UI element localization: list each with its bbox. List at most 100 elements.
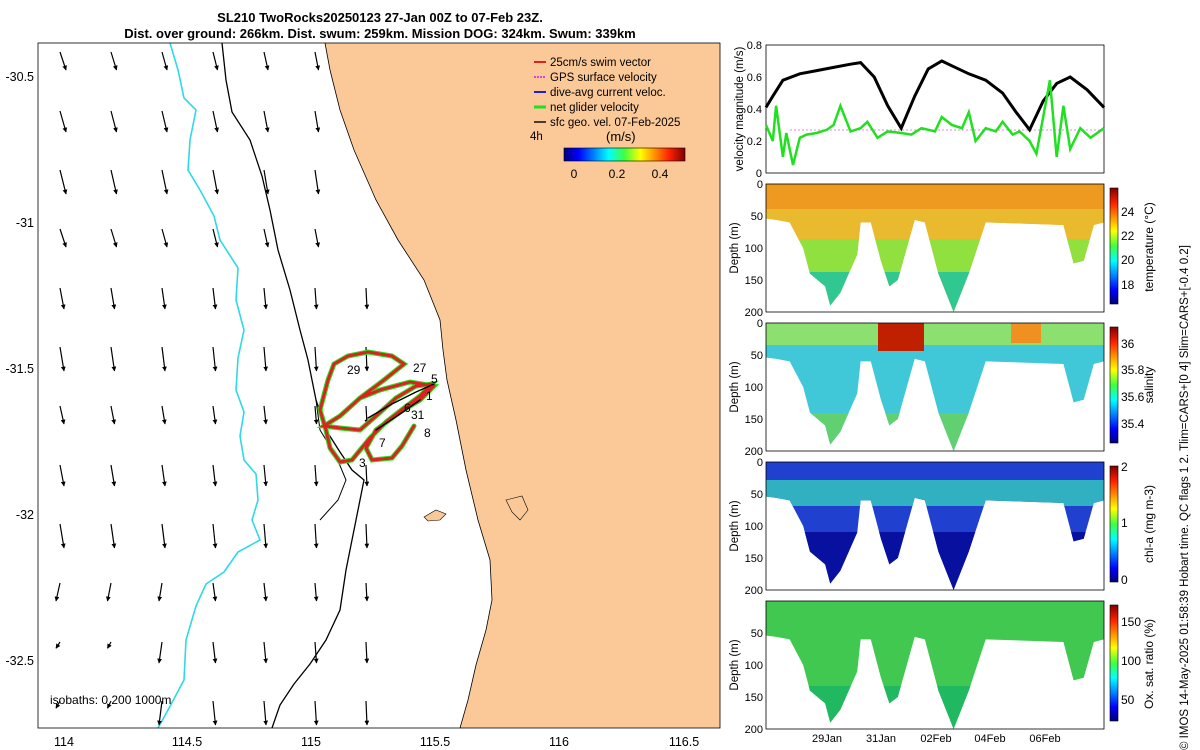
colorbar-labels: temperature (°C) salinity chl-a (mg m-3)…: [1142, 202, 1156, 709]
map-legend: 25cm/s swim vector GPS surface velocity …: [530, 57, 686, 181]
time-tick-31jan: 31Jan: [866, 733, 896, 745]
velocity-vector-arrow: [59, 523, 66, 549]
legend-label-dive: dive-avg current veloc.: [550, 87, 666, 99]
velocity-vector-arrow: [263, 582, 268, 602]
velocity-vector-arrow: [212, 51, 219, 71]
x-tick-114-5: 114.5: [172, 735, 202, 749]
track-label-5: 5: [431, 372, 438, 386]
chla-deep: [766, 532, 1104, 590]
velocity-vector-arrow: [110, 110, 118, 133]
salinity-panel: [765, 322, 1105, 452]
colorbar-tick-2: 0.4: [652, 167, 669, 181]
isobaths-label: isobaths: 0 200 1000m: [50, 693, 171, 707]
velocity-vector-arrow: [161, 287, 167, 310]
y-tick-31-5: -31.5: [6, 362, 35, 376]
chla-panel: [765, 461, 1105, 591]
salinity-cb-label: salinity: [1142, 367, 1156, 404]
velocity-vector-arrow: [59, 228, 67, 248]
y-tick-31: -31: [16, 216, 34, 230]
oxygen-field: [766, 601, 1104, 729]
temperature-colorbar: [1109, 187, 1119, 305]
chart-title-line2: Dist. over ground: 266km. Dist. swum: 25…: [124, 26, 636, 41]
velocity-vector-arrow: [263, 346, 269, 372]
velocity-vector-arrow: [110, 169, 118, 195]
velocity-vector-arrow: [364, 641, 370, 664]
temperature-axes-bg: [766, 184, 1104, 312]
time-tick-04feb: 04Feb: [974, 733, 1005, 745]
track-labels: 29 27 5 1 6 31 8 7 3: [347, 361, 438, 470]
velocity-vector-arrow: [54, 582, 61, 602]
velocity-vector-arrow: [263, 228, 270, 248]
legend-label-swim: 25cm/s swim vector: [550, 57, 651, 69]
velocity-panel: 0 0.2 0.4 0.6 0.8 velocity magnitude (m/…: [734, 40, 1106, 180]
temp-cb-18: 18: [1121, 278, 1135, 292]
legend-label-net: net glider velocity: [550, 102, 639, 114]
legend-duration: 4h: [530, 131, 543, 143]
speed-colorbar: [563, 147, 686, 162]
time-tick-06feb: 06Feb: [1029, 733, 1060, 745]
velocity-vector-arrow: [263, 51, 270, 71]
velocity-vector-arrow: [110, 287, 117, 310]
map-frame: [37, 42, 721, 729]
map-y-axis: -30.5 -31 -31.5 -32 -32.5: [6, 70, 35, 668]
map-x-axis: 114 114.5 115 115.5 116 116.5: [54, 735, 699, 749]
velocity-vector-arrow: [161, 464, 167, 487]
velocity-vector-arrow: [313, 641, 319, 664]
velocity-vector-arrow: [212, 464, 218, 487]
velocity-axes: [765, 44, 1105, 174]
velocity-vector-arrow: [314, 51, 321, 71]
velocity-vector-arrow: [212, 582, 218, 602]
velocity-vector-arrow: [212, 346, 218, 372]
oxy-cb-50: 50: [1121, 693, 1135, 707]
velocity-vector-arrow: [313, 405, 319, 425]
velocity-vector-arrow: [110, 464, 117, 487]
track-label-6: 6: [404, 401, 411, 415]
chl-cb-1: 1: [1121, 516, 1128, 530]
velocity-vector-arrow: [313, 582, 319, 602]
colorbar-tick-0: 0: [571, 167, 578, 181]
isobath-0m: [315, 399, 347, 521]
track-label-8: 8: [424, 426, 431, 440]
velocity-vector-arrow: [59, 464, 66, 487]
velocity-vector-arrow: [212, 228, 219, 248]
temp-cb-20: 20: [1121, 253, 1135, 267]
sal-cb-36: 36: [1121, 337, 1135, 351]
velocity-vector-arrow: [59, 287, 66, 310]
chla-axes-bg: [766, 462, 1104, 590]
chla-frame: [765, 461, 1105, 591]
chla-field: [766, 462, 1104, 590]
imos-credit-text: © IMOS 14-May-2025 01:58:39 Hobart time.…: [1179, 245, 1191, 750]
track-label-31: 31: [411, 408, 425, 422]
oxygen-axes-bg: [766, 601, 1104, 729]
chla-colorbar: [1109, 465, 1119, 583]
velocity-vector-arrow: [364, 700, 370, 726]
glider-track: [316, 349, 440, 465]
velocity-vector-arrow: [263, 700, 269, 726]
velocity-vector-arrow: [161, 228, 169, 248]
temperature-cb-label: temperature (°C): [1142, 202, 1156, 292]
y-tick-30-5: -30.5: [6, 70, 35, 84]
temperature-mid: [766, 239, 1104, 274]
side-annotation: © IMOS 14-May-2025 01:58:39 Hobart time.…: [1179, 245, 1191, 750]
sal-cb-35-6: 35.6: [1121, 390, 1145, 404]
velocity-vector-arrow: [314, 169, 321, 195]
sal-cb-35-8: 35.8: [1121, 363, 1145, 377]
velocity-vector-arrow: [106, 641, 112, 649]
temperature-frame: [765, 183, 1105, 313]
velocity-vector-arrow: [313, 700, 319, 726]
map-figure: 29 27 5 1 6 31 8 7 3 25cm/s swim vector …: [6, 42, 721, 749]
velocity-vector-arrow: [59, 346, 66, 372]
velocity-vector-arrow: [157, 641, 163, 664]
chart-title-line1: SL210 TwoRocks20250123 27-Jan 00Z to 07-…: [217, 10, 543, 25]
velocity-vector-arrow: [161, 405, 167, 425]
y-tick-32-5: -32.5: [6, 654, 35, 668]
section-colorbars: [1109, 187, 1119, 722]
land-area: [325, 43, 720, 728]
isobath-200m: [221, 43, 365, 728]
time-tick-02feb: 02Feb: [920, 733, 951, 745]
velocity-vector-arrow: [55, 641, 61, 649]
coastline: [324, 43, 493, 728]
velocity-vector-arrow: [157, 582, 163, 602]
velocity-vector-arrow: [212, 287, 218, 310]
temperature-deep: [766, 272, 1104, 312]
